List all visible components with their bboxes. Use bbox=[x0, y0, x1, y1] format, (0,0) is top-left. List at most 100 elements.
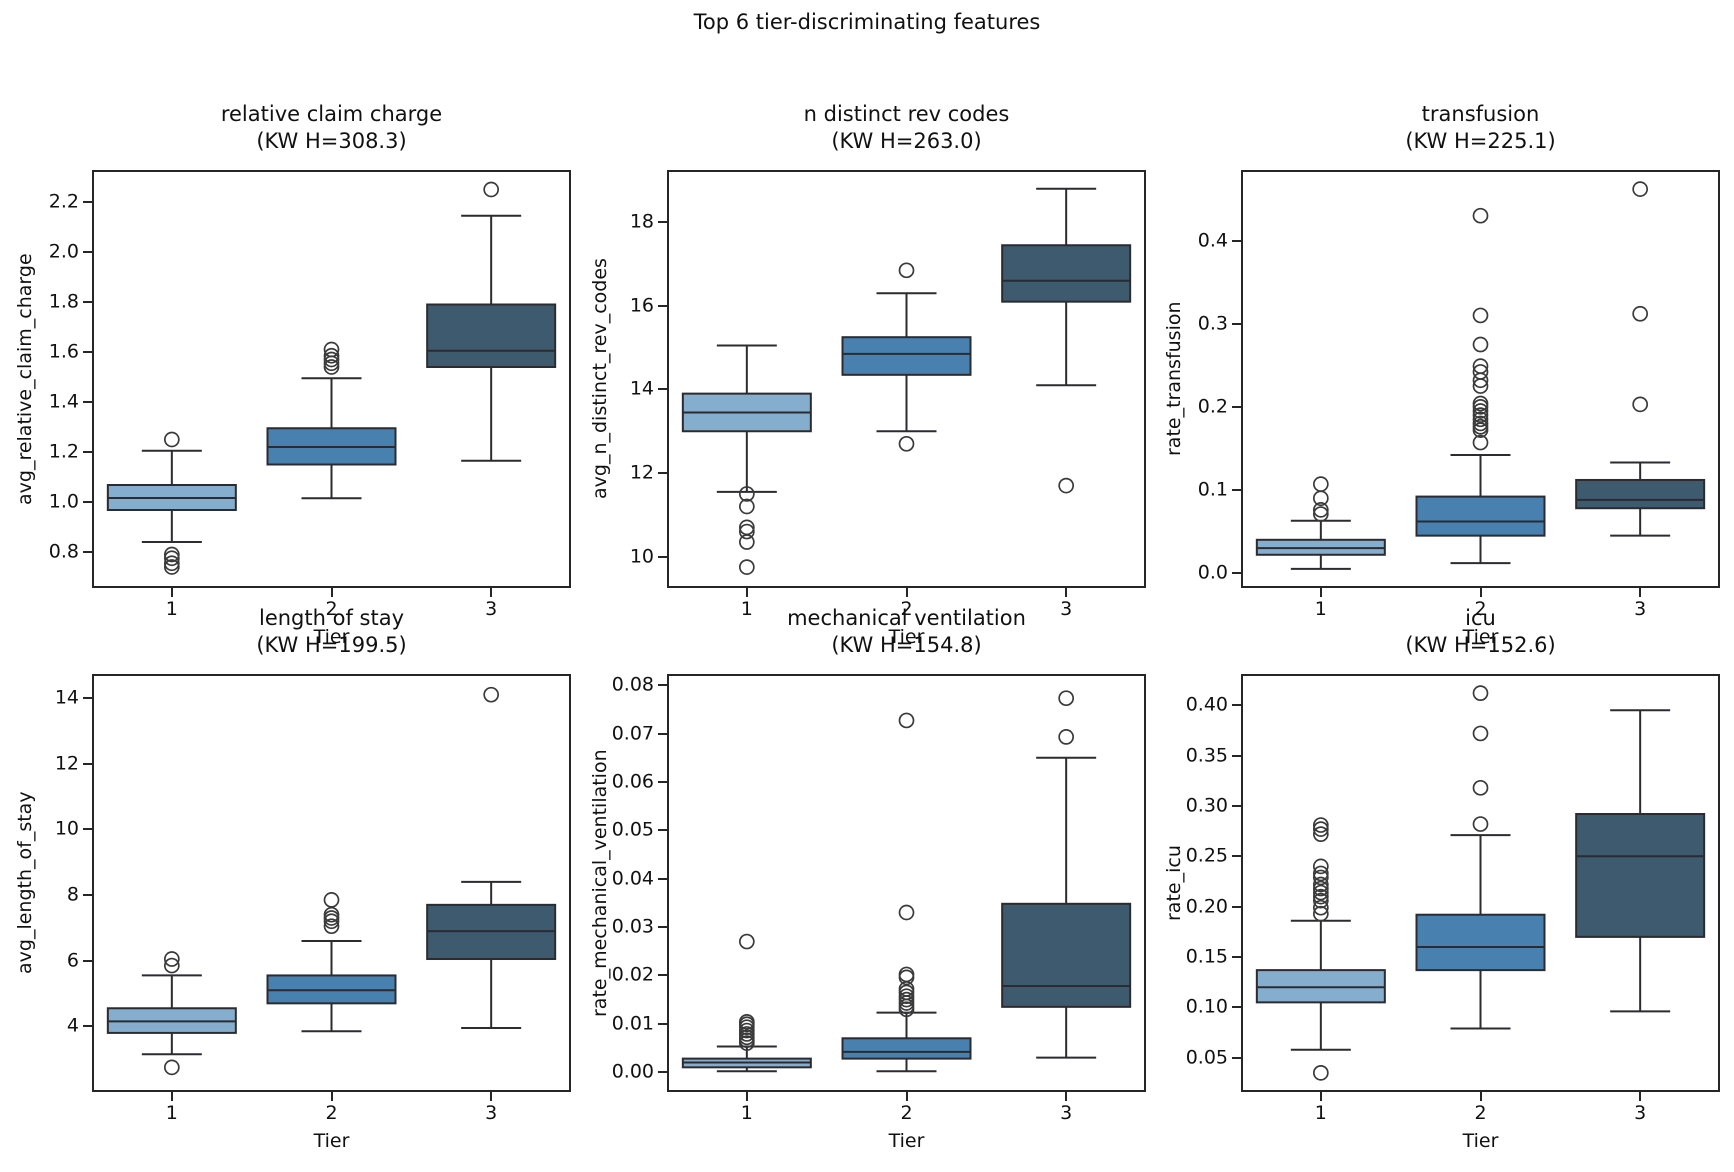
subplot-title: icu (KW H=152.6) bbox=[1405, 605, 1555, 659]
x-axis-label: Tier bbox=[1462, 626, 1499, 648]
x-tick-label: 3 bbox=[485, 598, 498, 620]
y-axis-label: rate_icu bbox=[1163, 845, 1185, 921]
y-tick-label: 1.4 bbox=[48, 390, 79, 413]
box-tier-2 bbox=[841, 336, 972, 376]
axes-frame bbox=[1241, 170, 1720, 588]
x-axis-label: Tier bbox=[1462, 1130, 1499, 1152]
y-tick-mark bbox=[658, 472, 667, 475]
outlier-point bbox=[1472, 403, 1489, 419]
outlier-point bbox=[1312, 884, 1329, 901]
y-tick-label: 0.10 bbox=[1185, 995, 1228, 1018]
y-tick-mark bbox=[83, 301, 92, 303]
axes-frame bbox=[1241, 674, 1720, 1092]
subplot-title-line1: transfusion bbox=[1421, 102, 1540, 126]
x-tick-label: 1 bbox=[740, 598, 753, 620]
subplot-icu: icu (KW H=152.6) rate_icu Tier 0.05 0.10 0… bbox=[1163, 606, 1720, 1152]
x-axis-label: Tier bbox=[313, 626, 350, 648]
outlier-point bbox=[1472, 207, 1489, 224]
subplot-title-kw: (KW H=308.3) bbox=[256, 129, 407, 153]
outlier-point bbox=[1312, 865, 1329, 882]
y-axis-label: avg_n_distinct_rev_codes bbox=[589, 258, 611, 500]
y-tick-label: 0.35 bbox=[1185, 744, 1228, 767]
outlier-point bbox=[163, 951, 180, 967]
outlier-point bbox=[898, 435, 915, 452]
y-tick-label: 0.02 bbox=[611, 963, 654, 986]
y-tick-label: 1.0 bbox=[48, 490, 79, 513]
outlier-point bbox=[1058, 729, 1075, 745]
outlier-point bbox=[1312, 880, 1329, 897]
x-axis-label: Tier bbox=[313, 1130, 350, 1152]
y-tick-mark bbox=[83, 451, 92, 453]
outlier-point bbox=[1312, 899, 1329, 916]
outlier-point bbox=[323, 359, 340, 375]
subplot-title-kw: (KW H=199.5) bbox=[256, 633, 407, 657]
box-tier-2 bbox=[841, 1037, 972, 1060]
x-axis-label: Tier bbox=[888, 1130, 925, 1152]
outlier-point bbox=[1312, 476, 1329, 492]
outlier-point bbox=[898, 712, 915, 729]
y-tick-label: 0.0 bbox=[1197, 561, 1228, 584]
outlier-point bbox=[898, 904, 915, 921]
outlier-point bbox=[1472, 407, 1489, 423]
y-tick-label: 18 bbox=[629, 210, 654, 233]
subplot-title: n distinct rev codes (KW H=263.0) bbox=[804, 101, 1010, 155]
outlier-point bbox=[1632, 181, 1649, 197]
outlier-point bbox=[1312, 821, 1329, 837]
box-plot-canvas bbox=[1241, 170, 1720, 588]
y-tick-label: 1.8 bbox=[48, 290, 79, 313]
y-tick-label: 2.2 bbox=[48, 190, 79, 213]
y-tick-mark bbox=[83, 501, 92, 503]
outlier-point bbox=[1472, 415, 1489, 432]
y-tick-mark bbox=[658, 780, 667, 783]
box-tier-2 bbox=[1415, 913, 1546, 972]
subplot-mechanical-ventilation: mechanical ventilation (KW H=154.8) rate… bbox=[589, 606, 1146, 1152]
outlier-point bbox=[483, 686, 500, 703]
y-tick-label: 10 bbox=[629, 545, 654, 568]
x-tick-mark bbox=[1639, 1092, 1642, 1101]
y-tick-label: 0.1 bbox=[1197, 478, 1228, 501]
x-tick-mark bbox=[490, 588, 493, 597]
outlier-point bbox=[1632, 396, 1649, 413]
y-tick-label: 2.0 bbox=[48, 240, 79, 263]
y-tick-mark bbox=[658, 1071, 667, 1074]
subplot-relative-claim-charge: relative claim charge (KW H=308.3) avg_r… bbox=[14, 102, 571, 648]
y-tick-mark bbox=[658, 1022, 667, 1025]
x-tick-mark bbox=[170, 1092, 173, 1101]
outlier-point bbox=[1312, 506, 1329, 522]
outlier-point bbox=[163, 555, 180, 572]
y-tick-mark bbox=[1232, 1056, 1241, 1059]
y-tick-mark bbox=[1232, 1006, 1241, 1009]
axes-frame bbox=[92, 674, 571, 1092]
subplot-title-line1: relative claim charge bbox=[220, 102, 443, 126]
box-plot-canvas bbox=[92, 674, 571, 1092]
y-tick-label: 0.08 bbox=[611, 673, 654, 696]
box-tier-3 bbox=[1575, 813, 1706, 938]
y-tick-mark bbox=[1232, 855, 1241, 858]
outlier-point bbox=[1312, 888, 1329, 905]
y-axis-label: avg_length_of_stay bbox=[14, 791, 36, 975]
y-tick-label: 6 bbox=[66, 949, 79, 972]
box-plot-canvas bbox=[92, 170, 571, 588]
y-tick-label: 0.01 bbox=[611, 1012, 654, 1035]
y-tick-label: 0.15 bbox=[1185, 945, 1228, 968]
x-tick-label: 2 bbox=[1474, 1102, 1487, 1124]
subplot-title-kw: (KW H=263.0) bbox=[831, 129, 982, 153]
y-tick-mark bbox=[658, 974, 667, 977]
x-tick-mark bbox=[1065, 1092, 1068, 1101]
y-tick-mark bbox=[1232, 322, 1241, 325]
y-tick-mark bbox=[658, 555, 667, 558]
y-tick-label: 0.3 bbox=[1197, 312, 1228, 335]
box-tier-3 bbox=[426, 303, 557, 368]
outlier-point bbox=[323, 341, 340, 358]
x-tick-mark bbox=[745, 1092, 748, 1101]
outlier-point bbox=[738, 486, 755, 502]
y-tick-mark bbox=[83, 828, 92, 831]
box-plot-canvas bbox=[667, 674, 1146, 1092]
outlier-point bbox=[1472, 434, 1489, 451]
outlier-point bbox=[1312, 1065, 1329, 1081]
y-tick-label: 4 bbox=[66, 1014, 79, 1037]
x-tick-mark bbox=[745, 588, 748, 597]
outlier-point bbox=[738, 534, 755, 550]
outlier-point bbox=[1312, 892, 1329, 909]
y-tick-mark bbox=[658, 388, 667, 391]
